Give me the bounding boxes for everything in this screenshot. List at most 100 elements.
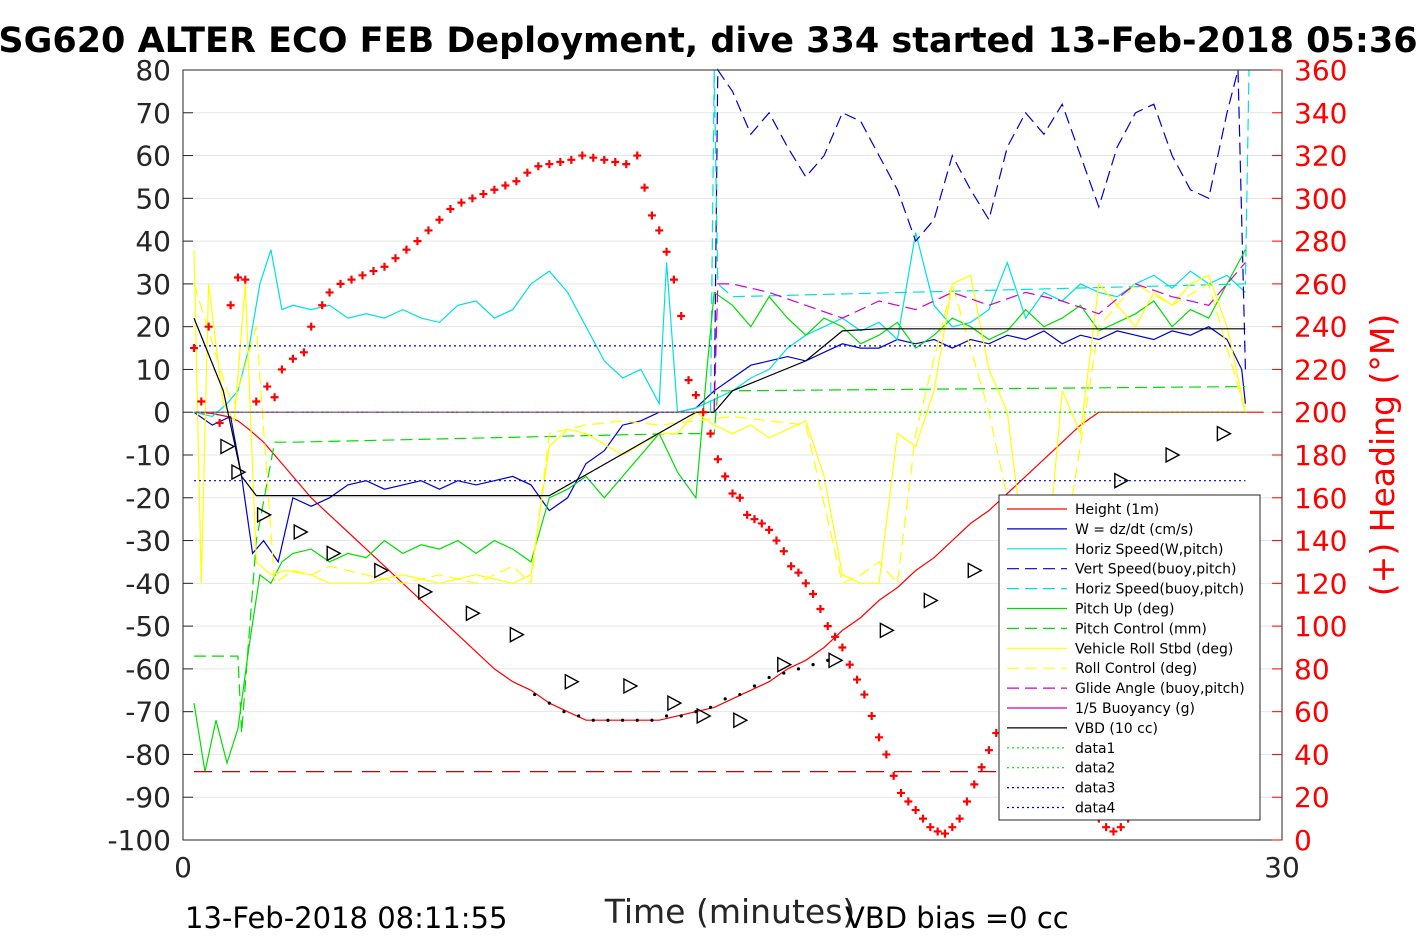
heading-point [750,515,759,524]
heading-point [307,322,316,331]
heading-point [197,397,206,406]
y2-tick-label: 140 [1294,525,1347,558]
triangle-marker [1216,425,1232,442]
y-tick-label: -40 [125,567,171,600]
heading-point [501,181,510,190]
y-tick-label: -10 [125,439,171,472]
heading-point [567,155,576,164]
heading-point [189,344,198,353]
heading-point [882,750,891,759]
heading-point [640,183,649,192]
y2-tick-label: 340 [1294,97,1347,130]
heading-point [845,660,854,669]
heading-point [318,301,327,310]
heading-point [369,267,378,276]
triangle-marker [1165,446,1181,464]
legend-entry: data3 [1075,781,1115,797]
heading-point [277,365,286,374]
heading-point [684,376,693,385]
heading-point [252,397,261,406]
heading-point [479,190,488,199]
triangle-marker [326,545,342,562]
heading-point [809,590,818,599]
heading-point [721,472,730,481]
heading-point [545,160,554,169]
heading-point [757,519,766,528]
series-line-4 [709,69,1250,413]
y-tick-label: 60 [135,140,171,173]
triangle-marker [564,673,580,690]
y-tick-label: 70 [135,97,171,130]
y-tick-label: -80 [125,738,171,771]
depth-dot [708,705,713,709]
triangle-marker [777,656,793,673]
y2-tick-label: 220 [1294,353,1347,386]
triangle-marker [967,562,983,579]
heading-point [288,354,297,363]
y-tick-label: 30 [135,268,171,301]
y-tick-label: 50 [135,182,171,215]
heading-point [1109,827,1118,836]
heading-point [853,675,862,684]
heading-point [662,247,671,256]
heading-point [984,746,993,755]
triangle-marker [220,438,236,455]
heading-point [823,622,832,631]
triangle-marker [696,707,712,725]
heading-point [728,489,737,498]
heading-point [622,160,631,169]
depth-dot [767,675,771,680]
heading-point [512,177,521,186]
legend-entry: VBD (10 cc) [1075,721,1158,737]
heading-point [424,226,433,235]
y-tick-label: 10 [135,353,171,386]
triangle-marker [667,694,683,712]
series-line-11 [193,317,1246,497]
heading-point [347,275,356,284]
heading-point [241,275,250,284]
legend-entry: Glide Angle (buoy,pitch) [1075,681,1245,697]
triangle-marker [374,562,390,579]
y2-tick-label: 200 [1294,396,1347,429]
depth-dot [547,701,551,705]
y-tick-label: 80 [135,54,171,87]
depth-dot [533,692,537,697]
y-tick-label: -70 [125,696,171,729]
heading-point [933,827,942,836]
depth-dot [738,692,742,697]
legend-entry: data1 [1075,741,1115,757]
legend-entry: data2 [1075,761,1115,777]
legend-entry: Horiz Speed(buoy,pitch) [1075,582,1244,598]
heading-point [918,814,927,823]
heading-point [1116,823,1125,832]
depth-dot [723,697,727,701]
x-axis-label: Time (minutes) [604,892,856,931]
depth-dot [650,718,654,722]
depth-dot [562,710,566,714]
heading-point [523,168,532,177]
heading-point [926,823,935,832]
y2-tick-label: 20 [1294,781,1330,814]
heading-point [336,279,345,288]
heading-point [457,198,466,207]
triangle-marker [1114,472,1130,489]
heading-point [669,275,678,284]
footer-timestamp: 13-Feb-2018 08:11:55 [185,901,507,935]
heading-point [897,788,906,797]
heading-point [962,797,971,806]
legend-entry: Pitch Up (deg) [1075,602,1174,618]
heading-point [325,288,334,297]
heading-point [977,763,986,772]
heading-point [299,348,308,357]
heading-point [779,547,788,556]
heading-point [358,271,367,280]
heading-point [713,455,722,464]
y2-tick-label: 120 [1294,567,1347,600]
heading-point [838,643,847,652]
series-line-2 [193,232,1246,418]
heading-point [611,157,620,166]
triangle-marker [733,712,749,729]
heading-point [578,151,587,160]
legend-entry: Roll Control (deg) [1075,661,1197,677]
depth-dot [796,667,801,671]
